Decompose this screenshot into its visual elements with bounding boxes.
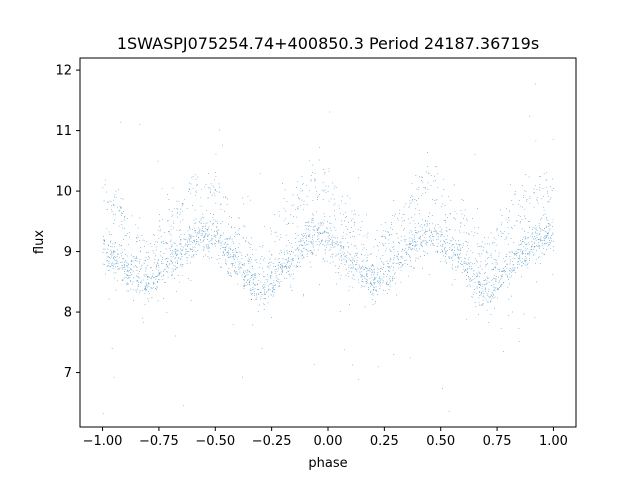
x-tick-label: −0.50 bbox=[195, 434, 235, 449]
chart-title: 1SWASPJ075254.74+400850.3 Period 24187.3… bbox=[117, 34, 539, 53]
y-tick-label: 12 bbox=[55, 64, 72, 79]
x-tick-label: −0.25 bbox=[252, 434, 292, 449]
x-tick-label: 1.00 bbox=[539, 434, 568, 449]
x-tick-label: 0.75 bbox=[483, 434, 512, 449]
x-axis-label: phase bbox=[308, 456, 347, 471]
y-axis-label: flux bbox=[32, 230, 47, 254]
x-axis: −1.00 −0.75 −0.50 −0.25 0.00 0.25 0.50 0.75 1.00 bbox=[83, 427, 568, 449]
y-tick-label: 9 bbox=[64, 245, 72, 260]
y-tick-label: 10 bbox=[55, 185, 72, 200]
y-tick-label: 8 bbox=[64, 306, 72, 321]
plot-frame bbox=[79, 57, 577, 428]
y-axis: 7 8 9 10 11 12 bbox=[55, 64, 80, 381]
y-tick-label: 7 bbox=[64, 366, 72, 381]
x-tick-label: 0.25 bbox=[370, 434, 399, 449]
scatter-point-cloud bbox=[102, 83, 555, 414]
x-tick-label: −0.75 bbox=[139, 434, 179, 449]
x-tick-label: 0.50 bbox=[426, 434, 455, 449]
x-tick-label: 0.00 bbox=[314, 434, 343, 449]
scatter-points bbox=[102, 83, 555, 414]
x-tick-label: −1.00 bbox=[83, 434, 123, 449]
y-tick-label: 11 bbox=[55, 124, 72, 139]
